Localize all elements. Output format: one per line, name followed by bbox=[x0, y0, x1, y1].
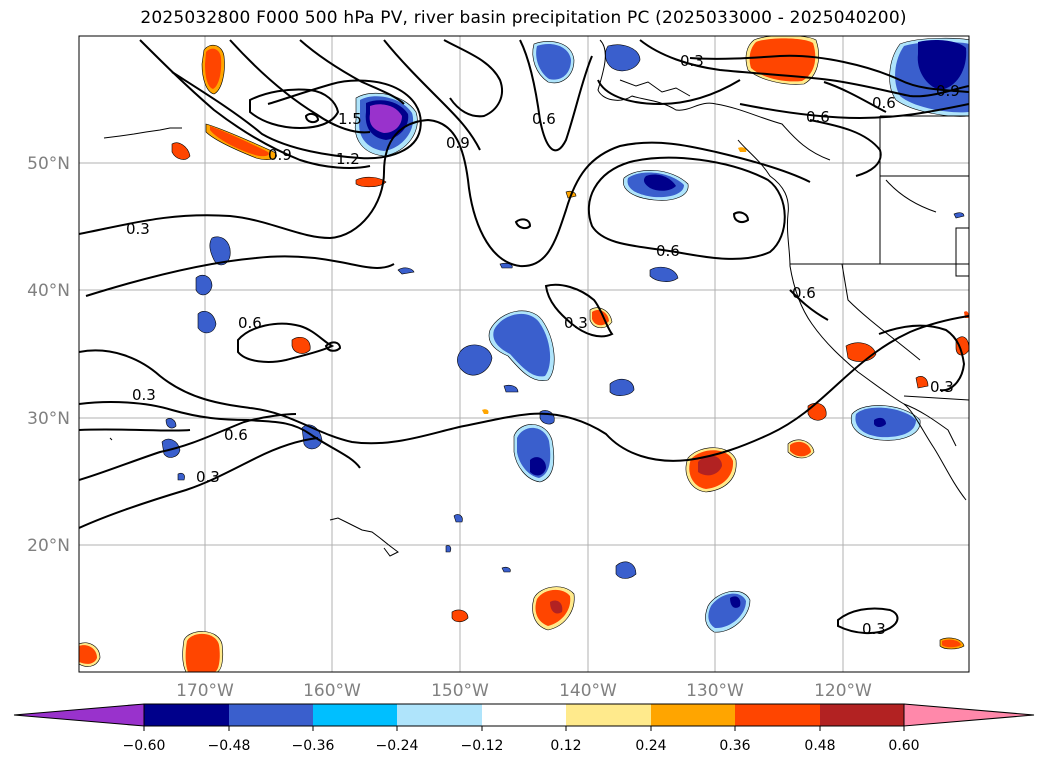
contour-label: 0.9 bbox=[936, 82, 960, 100]
contour-label: 0.3 bbox=[564, 314, 588, 332]
latitude-labels: 50°N 40°N 30°N 20°N bbox=[27, 154, 70, 556]
contour-labels: 0.3 0.3 0.3 0.3 0.3 0.3 0.3 0.6 0.6 0.6 … bbox=[126, 52, 960, 638]
contour-label: 0.9 bbox=[446, 134, 470, 152]
colorbar-bin bbox=[229, 704, 313, 726]
colorbar-bin bbox=[651, 704, 735, 726]
colorbar-min-extend bbox=[13, 703, 145, 727]
contour-label: 0.6 bbox=[224, 426, 248, 444]
lon-label: 150°W bbox=[431, 681, 489, 701]
pv-contours bbox=[79, 39, 969, 634]
contour-label: 0.9 bbox=[268, 146, 292, 164]
colorbar-tick-label: 0.24 bbox=[635, 738, 666, 754]
colorbar-tick-label: −0.36 bbox=[292, 738, 335, 754]
contour-label: 0.6 bbox=[656, 242, 680, 260]
colorbar-tick-label: 0.12 bbox=[550, 738, 581, 754]
colorbar-tick-label: 0.36 bbox=[719, 738, 750, 754]
lon-label: 160°W bbox=[303, 681, 361, 701]
colorbar-tick-label: −0.60 bbox=[123, 738, 166, 754]
colorbar: −0.60 −0.48 −0.36 −0.24 −0.12 0.12 0.24 … bbox=[13, 703, 1035, 754]
contour-label: 0.6 bbox=[532, 110, 556, 128]
longitude-labels: 170°W 160°W 150°W 140°W 130°W 120°W bbox=[176, 681, 872, 701]
contour-label: 0.3 bbox=[680, 52, 704, 70]
contour-label: 0.3 bbox=[196, 468, 220, 486]
colorbar-bin bbox=[313, 704, 397, 726]
contour-label: 0.3 bbox=[930, 378, 954, 396]
positive-anomaly-regions bbox=[79, 36, 969, 672]
colorbar-tick-label: −0.24 bbox=[376, 738, 419, 754]
contour-label: 0.6 bbox=[792, 284, 816, 302]
contour-label: 1.5 bbox=[338, 110, 362, 128]
contour-label: 0.6 bbox=[238, 314, 262, 332]
contour-label: 1.2 bbox=[336, 150, 360, 168]
contour-label: 0.3 bbox=[132, 386, 156, 404]
colorbar-bin bbox=[820, 704, 904, 726]
lat-label: 20°N bbox=[27, 536, 70, 556]
coastlines bbox=[103, 39, 969, 557]
contour-label: 0.3 bbox=[126, 220, 150, 238]
map-title: 2025032800 F000 500 hPa PV, river basin … bbox=[140, 8, 907, 28]
lon-label: 130°W bbox=[686, 681, 744, 701]
colorbar-bin bbox=[735, 704, 820, 726]
colorbar-tick-label: 0.48 bbox=[804, 738, 835, 754]
lat-label: 30°N bbox=[27, 409, 70, 429]
colorbar-tick-label: 0.60 bbox=[888, 738, 919, 754]
colorbar-tick-label: −0.48 bbox=[208, 738, 251, 754]
contour-label: 0.3 bbox=[862, 620, 886, 638]
colorbar-max-extend bbox=[903, 703, 1035, 727]
contour-label: 0.6 bbox=[872, 94, 896, 112]
lon-label: 140°W bbox=[559, 681, 617, 701]
colorbar-bin bbox=[144, 704, 229, 726]
colorbar-bin bbox=[566, 704, 651, 726]
colorbar-bin bbox=[482, 704, 566, 726]
lon-label: 170°W bbox=[176, 681, 234, 701]
colorbar-bin bbox=[397, 704, 482, 726]
lat-label: 40°N bbox=[27, 281, 70, 301]
colorbar-tick-label: −0.12 bbox=[461, 738, 504, 754]
map-frame bbox=[78, 35, 970, 673]
lat-label: 50°N bbox=[27, 154, 70, 174]
lon-label: 120°W bbox=[814, 681, 872, 701]
contour-label: 0.6 bbox=[806, 108, 830, 126]
map-plot-area: 0.3 0.3 0.3 0.3 0.3 0.3 0.3 0.6 0.6 0.6 … bbox=[79, 36, 969, 672]
